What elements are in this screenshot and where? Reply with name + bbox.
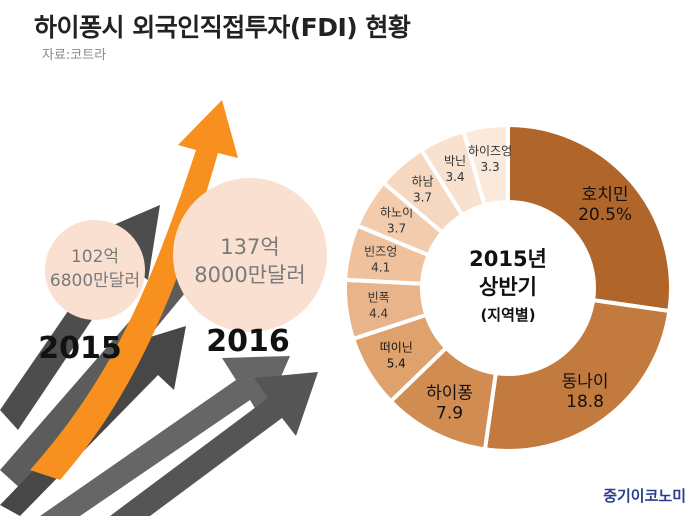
- donut-slice-value-label: 3.3: [481, 160, 500, 174]
- page-title: 하이퐁시 외국인직접투자(FDI) 현황: [34, 13, 411, 42]
- donut-center-line1: 2015년: [469, 247, 547, 271]
- donut-slice-value-label: 3.4: [446, 170, 465, 184]
- donut-slice-value-label: 4.1: [371, 261, 390, 275]
- donut-slice-category-label: 떠이닌: [380, 341, 413, 355]
- donut-slice-value-label: 4.4: [369, 307, 388, 321]
- donut-slice-category-label: 하노이: [380, 205, 413, 219]
- donut-slice: [506, 122, 673, 314]
- donut-slice: [482, 297, 672, 453]
- year-2016-circle: [173, 178, 327, 332]
- donut-center-line3: (지역별): [480, 306, 535, 324]
- donut-slice-category-label: 하이퐁: [426, 383, 473, 403]
- source-note: 자료:코트라: [42, 48, 107, 63]
- year-2015-amount-line2: 6800만달러: [50, 271, 140, 291]
- donut-slice-value-label: 7.9: [436, 403, 463, 423]
- year-2016-amount-line2: 8000만달러: [194, 263, 305, 287]
- year-2015-group: 102억 6800만달러 2015: [38, 220, 145, 366]
- donut-slice-category-label: 동나이: [562, 372, 609, 392]
- donut-slice-value-label: 3.7: [413, 191, 432, 205]
- donut-slice-value-label: 18.8: [566, 392, 604, 412]
- donut-center: 2015년 상반기 (지역별): [469, 247, 547, 324]
- year-2015-circle: [45, 220, 145, 320]
- year-2016-label: 2016: [206, 324, 290, 359]
- donut-slice-category-label: 하남: [411, 175, 433, 189]
- donut-slice-category-label: 호치민: [582, 185, 629, 205]
- gray-arrow-4: [110, 372, 318, 516]
- donut-slice: [461, 122, 510, 208]
- year-2015-amount-line1: 102억: [71, 247, 119, 267]
- donut-slice-category-label: 빈폭: [368, 291, 390, 305]
- publisher-logo: 중기이코노미: [603, 487, 686, 505]
- donut-center-line2: 상반기: [479, 275, 537, 299]
- orange-arrow: [30, 100, 238, 480]
- donut-slice-category-label: 박닌: [444, 154, 466, 168]
- year-2016-amount-line1: 137억: [220, 235, 279, 259]
- donut-slice-category-label: 하이즈엉: [468, 144, 512, 158]
- donut-slice-value-label: 5.4: [387, 357, 406, 371]
- donut-slice-value-label: 20.5%: [578, 205, 632, 225]
- year-2016-group: 137억 8000만달러 2016: [173, 178, 327, 359]
- year-2015-label: 2015: [38, 331, 122, 366]
- donut-slice-category-label: 빈즈엉: [364, 245, 397, 259]
- donut-slice-value-label: 3.7: [387, 221, 406, 235]
- gray-arrow-3: [40, 356, 290, 516]
